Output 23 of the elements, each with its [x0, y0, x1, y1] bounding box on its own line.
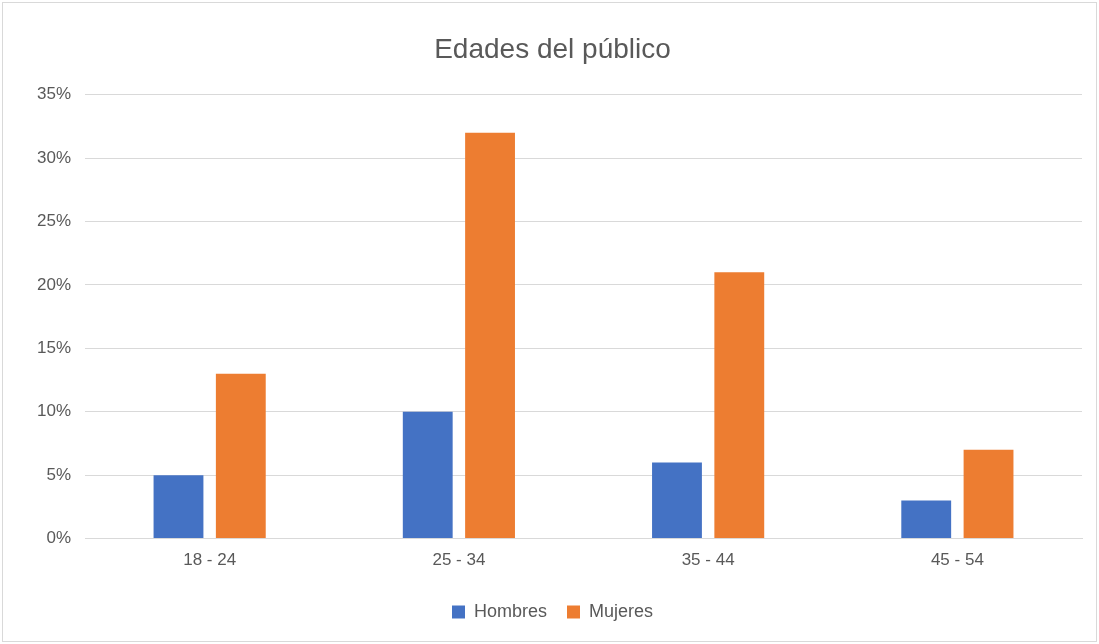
bar [714, 272, 765, 539]
y-tick-label: 20% [36, 274, 72, 294]
x-tick-label: 18 - 24 [183, 550, 237, 570]
bar [652, 462, 702, 539]
legend-label: Mujeres [589, 600, 654, 621]
y-tick-label: 5% [46, 464, 72, 484]
y-tick-label: 15% [36, 338, 72, 357]
bar [963, 449, 1014, 539]
x-tick-label: 35 - 44 [681, 550, 735, 570]
y-tick-label: 35% [36, 84, 72, 104]
bar [402, 411, 453, 539]
legend-label: Hombres [473, 600, 548, 621]
y-tick-label: 10% [36, 401, 72, 421]
bar [901, 500, 952, 539]
chart-title: Edades del público [434, 32, 671, 64]
x-tick-label: 45 - 54 [930, 550, 984, 570]
y-tick-label: 30% [36, 147, 72, 167]
bar [153, 475, 204, 539]
bar [215, 373, 266, 539]
bar [465, 132, 515, 539]
y-tick-label: 25% [36, 211, 72, 231]
y-tick-label: 0% [46, 528, 72, 548]
x-tick-label: 25 - 34 [432, 550, 486, 570]
